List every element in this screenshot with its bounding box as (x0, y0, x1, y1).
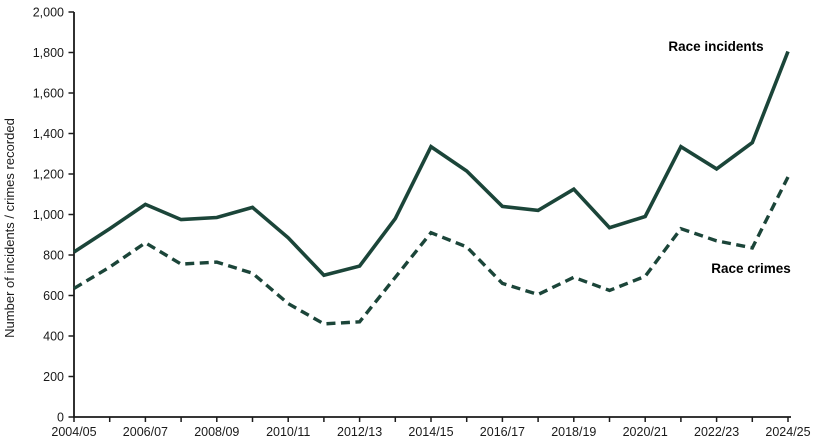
x-tick-label: 2024/25 (765, 425, 810, 439)
series-label-race-crimes: Race crimes (711, 261, 791, 276)
y-tick-label: 800 (43, 249, 64, 263)
x-tick-label: 2006/07 (123, 425, 168, 439)
y-tick-label: 1,000 (33, 208, 64, 222)
x-tick-label: 2008/09 (194, 425, 239, 439)
y-tick-label: 400 (43, 330, 64, 344)
y-axis-title: Number of incidents / crimes recorded (2, 118, 17, 338)
x-tick-label: 2004/05 (51, 425, 96, 439)
y-tick-label: 1,800 (33, 46, 64, 60)
x-tick-label: 2018/19 (551, 425, 596, 439)
series-label-race-incidents: Race incidents (668, 39, 763, 54)
y-tick-label: 1,200 (33, 168, 64, 182)
x-tick-label: 2012/13 (337, 425, 382, 439)
y-tick-label: 2,000 (33, 6, 64, 20)
x-tick-label: 2010/11 (266, 425, 310, 439)
x-tick-label: 2022/23 (694, 425, 739, 439)
x-tick-label: 2016/17 (480, 425, 525, 439)
x-tick-label: 2020/21 (623, 425, 668, 439)
series-line-race-crimes (73, 176, 790, 326)
y-tick-label: 600 (43, 289, 64, 303)
y-tick-label: 0 (57, 411, 64, 425)
y-tick-label: 200 (43, 370, 64, 384)
series-line-race-incidents (73, 50, 790, 278)
y-tick-label: 1,600 (33, 87, 64, 101)
x-tick-label: 2014/15 (408, 425, 453, 439)
y-tick-label: 1,400 (33, 127, 64, 141)
